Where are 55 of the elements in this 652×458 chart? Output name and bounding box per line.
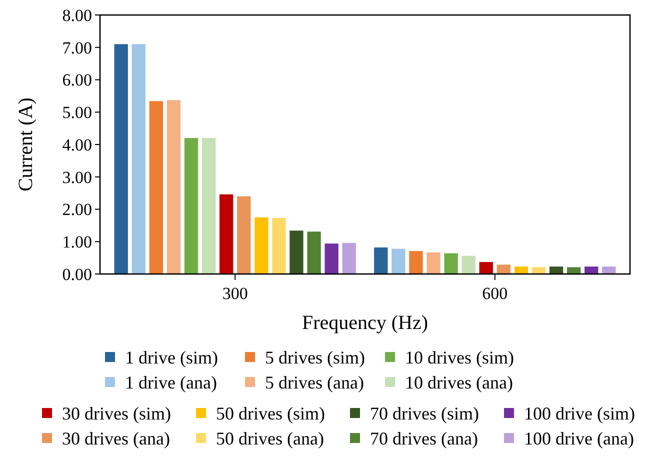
x-axis-title: Frequency (Hz) — [302, 312, 428, 334]
legend-label: 50 drives (ana) — [216, 428, 324, 448]
y-tick-label: 3.00 — [62, 168, 92, 187]
legend-label: 30 drives (sim) — [62, 403, 171, 424]
bar — [149, 101, 164, 274]
legend-label: 70 drives (ana) — [370, 428, 478, 448]
legend-label: 5 drives (ana) — [265, 372, 364, 392]
bar — [342, 242, 356, 274]
bar — [254, 217, 268, 274]
bar — [307, 232, 321, 274]
y-tick-label: 2.00 — [62, 200, 92, 220]
legend-label: 10 drives (sim) — [405, 347, 514, 368]
y-tick-label: 5.00 — [62, 103, 92, 122]
bar — [496, 264, 511, 274]
bar — [444, 253, 458, 274]
legend-label: 1 drive (ana) — [125, 372, 217, 392]
bar — [532, 267, 546, 274]
y-axis-title: Current (A) — [15, 98, 37, 192]
bar — [462, 256, 476, 274]
legend-label: 30 drives (ana) — [62, 428, 170, 448]
bar — [290, 230, 304, 274]
x-tick-label: 600 — [482, 284, 508, 303]
bar — [549, 266, 564, 274]
legend-label: 100 drive (ana) — [524, 428, 634, 448]
y-tick-label: 4.00 — [62, 135, 92, 154]
bar — [426, 252, 440, 274]
y-tick-label: 1.00 — [62, 232, 92, 252]
bar — [324, 244, 338, 274]
bar — [566, 267, 581, 274]
bar — [237, 196, 251, 274]
bar — [184, 138, 198, 274]
bar — [514, 266, 528, 274]
legend-label: 70 drives (sim) — [370, 403, 479, 424]
bar — [132, 44, 146, 274]
legend-label: 50 drives (sim) — [216, 403, 325, 424]
bar — [166, 100, 181, 274]
legend-label: 1 drive (sim) — [125, 347, 218, 368]
y-tick-label: 6.00 — [62, 70, 92, 90]
legend-label: 10 drives (ana) — [405, 372, 513, 392]
bar — [202, 138, 216, 274]
bar — [392, 248, 406, 274]
bar — [272, 218, 286, 274]
bar — [219, 194, 234, 274]
y-tick-label: 0.00 — [62, 264, 92, 284]
y-tick-label: 7.00 — [62, 38, 92, 58]
y-tick-label: 8.00 — [62, 6, 92, 25]
legend-label: 100 drive (sim) — [524, 403, 635, 424]
bar — [584, 266, 598, 274]
x-tick-label: 300 — [222, 284, 248, 303]
bar — [374, 247, 388, 274]
bar — [479, 262, 493, 274]
legend-label: 5 drives (sim) — [265, 347, 365, 368]
bar — [602, 266, 616, 274]
bar — [409, 251, 423, 274]
bar — [114, 44, 128, 274]
